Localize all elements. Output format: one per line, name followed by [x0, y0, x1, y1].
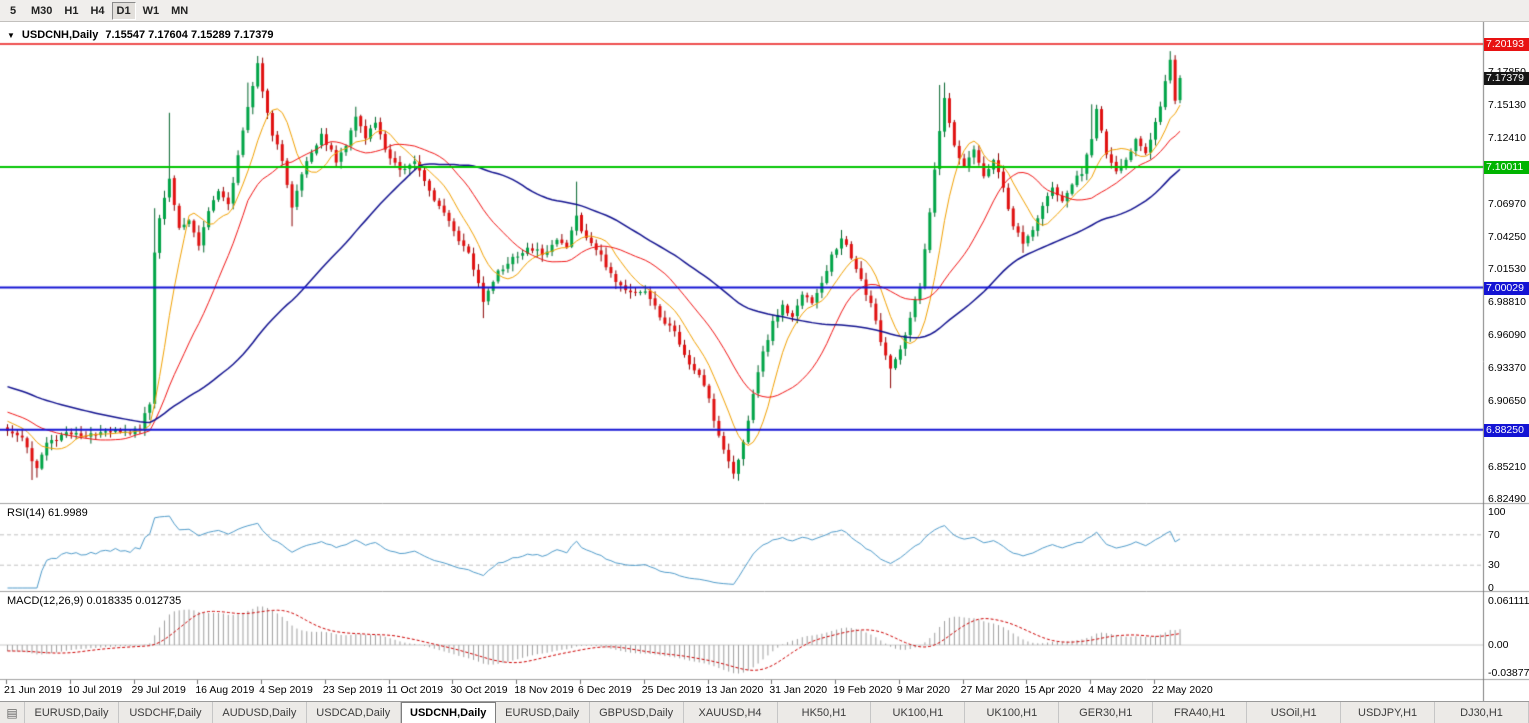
rsi-axis-label: 100: [1488, 506, 1506, 518]
date-label: 19 Feb 2020: [833, 684, 893, 696]
tab-eurusd-daily[interactable]: EURUSD,Daily: [496, 702, 590, 723]
tab-usdjpy-h1[interactable]: USDJPY,H1: [1341, 702, 1436, 723]
price-axis-label: 7.06970: [1488, 197, 1526, 210]
price-axis-label: 6.98810: [1488, 296, 1526, 309]
price-axis-label: 7.12410: [1488, 132, 1526, 145]
chart-panel: ▼ USDCNH,Daily 7.15547 7.17604 7.15289 7…: [0, 22, 1529, 701]
tab-audusd-daily[interactable]: AUDUSD,Daily: [213, 702, 307, 723]
timeframe-button-w1[interactable]: W1: [142, 4, 160, 17]
tab-usdcnh-daily[interactable]: USDCNH,Daily: [400, 702, 496, 723]
macd-axis-label: 0.061111: [1488, 595, 1529, 607]
date-label: 18 Nov 2019: [514, 684, 574, 696]
price-badge-7.10011: 7.10011: [1484, 160, 1529, 174]
tab-eurusd-daily[interactable]: EURUSD,Daily: [25, 702, 119, 723]
chart-symbol-title: USDCNH,Daily: [21, 29, 99, 41]
date-label: 6 Dec 2019: [578, 684, 632, 696]
price-axis-label: 6.93370: [1488, 362, 1526, 375]
tab-ger30-h1[interactable]: GER30,H1: [1059, 702, 1154, 723]
date-label: 13 Jan 2020: [705, 684, 764, 696]
charts-list-icon[interactable]: ▤: [0, 702, 25, 723]
chart-ohlc-values: 7.15547 7.17604 7.15289 7.17379: [105, 29, 274, 41]
date-label: 11 Oct 2019: [386, 684, 444, 696]
date-label: 4 Sep 2019: [259, 684, 313, 696]
price-axis-label: 6.96090: [1488, 329, 1526, 342]
timeframe-toolbar: 5 M30 H1 H4 D1 W1 MN: [0, 0, 1529, 22]
date-label: 25 Dec 2019: [641, 684, 702, 696]
timeframe-button-d1[interactable]: D1: [111, 1, 136, 20]
macd-axis-label: -0.03877: [1488, 666, 1529, 679]
candlestick-chart-canvas[interactable]: [0, 22, 1529, 701]
price-axis-label: 6.90650: [1488, 394, 1526, 407]
tab-usdcad-daily[interactable]: USDCAD,Daily: [307, 702, 401, 723]
chart-tab-bar: ▤ EURUSD,Daily USDCHF,Daily AUDUSD,Daily USD…: [0, 701, 1529, 723]
macd-indicator-label: MACD(12,26,9) 0.018335 0.012735: [7, 595, 182, 607]
price-axis-label: 7.15130: [1488, 99, 1526, 112]
date-label: 23 Sep 2019: [322, 684, 383, 696]
timeframe-button-m30[interactable]: M30: [31, 4, 53, 17]
date-label: 10 Jul 2019: [67, 684, 123, 696]
timeframe-button-5[interactable]: 5: [9, 4, 17, 17]
timeframe-button-h1[interactable]: H1: [64, 4, 79, 17]
tab-uk100-h1[interactable]: UK100,H1: [965, 702, 1060, 723]
tab-usoil-h1[interactable]: USOil,H1: [1247, 702, 1342, 723]
tab-dj30-h1[interactable]: DJ30,H1: [1435, 702, 1529, 723]
tab-fra40-h1[interactable]: FRA40,H1: [1153, 702, 1248, 723]
chart-dropdown-icon[interactable]: ▼: [7, 30, 15, 40]
price-badge-7.00029: 7.00029: [1484, 281, 1529, 295]
time-axis: 21 Jun 2019 10 Jul 2019 29 Jul 2019 16 Aug …: [0, 680, 1529, 701]
date-label: 15 Apr 2020: [1024, 684, 1082, 696]
tab-usdchf-daily[interactable]: USDCHF,Daily: [119, 702, 213, 723]
price-badge-6.88250: 6.88250: [1484, 423, 1529, 437]
rsi-axis-label: 0: [1488, 582, 1494, 594]
tab-gbpusd-daily[interactable]: GBPUSD,Daily: [590, 702, 684, 723]
macd-axis-label: 0.00: [1488, 639, 1509, 651]
timeframe-button-mn[interactable]: MN: [171, 4, 189, 17]
date-label: 22 May 2020: [1152, 684, 1213, 696]
rsi-indicator-label: RSI(14) 61.9989: [7, 507, 88, 519]
date-label: 27 Mar 2020: [960, 684, 1020, 696]
chart-header: ▼ USDCNH,Daily 7.15547 7.17604 7.15289 7…: [7, 29, 274, 41]
date-label: 9 Mar 2020: [896, 684, 951, 696]
date-label: 4 May 2020: [1088, 684, 1144, 696]
tab-xauusd-h4[interactable]: XAUUSD,H4: [684, 702, 778, 723]
tab-hk50-h1[interactable]: HK50,H1: [778, 702, 872, 723]
date-label: 31 Jan 2020: [769, 684, 828, 696]
price-badge-7.20193: 7.20193: [1484, 38, 1529, 51]
price-axis-label: 7.01530: [1488, 263, 1526, 276]
rsi-axis-label: 70: [1488, 528, 1500, 541]
date-label: 21 Jun 2019: [4, 684, 62, 696]
date-label: 29 Jul 2019: [131, 684, 186, 696]
tab-uk100-h1[interactable]: UK100,H1: [871, 702, 966, 723]
date-label: 30 Oct 2019: [450, 684, 508, 696]
timeframe-button-h4[interactable]: H4: [90, 4, 105, 17]
price-axis-label: 6.82490: [1488, 493, 1526, 506]
price-axis-label: 7.04250: [1488, 230, 1526, 243]
rsi-axis-label: 30: [1488, 559, 1500, 572]
price-axis-label: 6.85210: [1488, 460, 1526, 473]
price-badge-7.17379: 7.17379: [1484, 71, 1529, 85]
date-label: 16 Aug 2019: [195, 684, 255, 696]
